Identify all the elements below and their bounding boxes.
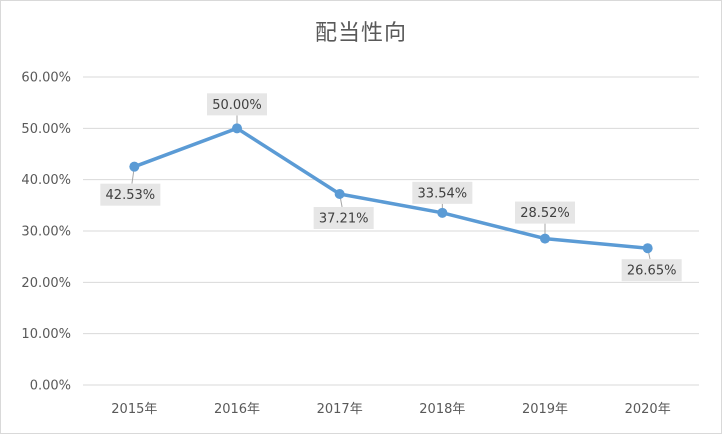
data-label-box [207,93,267,116]
x-tick-label: 2016年 [214,402,260,417]
data-point [437,207,448,218]
y-tick-label: 60.00% [21,71,71,86]
y-tick-label: 40.00% [21,173,71,188]
data-label: 42.53% [106,188,156,203]
x-tick-label: 2019年 [522,402,568,417]
data-point [642,243,653,254]
data-label: 50.00% [212,98,262,113]
data-point [232,123,242,134]
data-label: 37.21% [319,211,369,226]
data-label-box [313,206,374,229]
y-tick-label: 50.00% [21,122,71,137]
x-tick-label: 2017年 [317,402,363,417]
data-label: 33.54% [418,186,468,201]
data-label-box [515,201,575,224]
data-label-box [100,183,161,206]
series-line [132,126,650,250]
data-point [129,161,140,172]
data-label-box [621,259,682,282]
x-tick-label: 2015年 [111,402,157,417]
y-tick-label: 30.00% [21,225,71,240]
y-tick-label: 10.00% [21,327,71,342]
data-point [540,233,550,244]
y-tick-label: 0.00% [30,379,71,394]
data-label: 28.52% [520,206,570,221]
x-tick-label: 2018年 [419,402,465,417]
data-label: 26.65% [627,264,677,279]
y-tick-label: 20.00% [21,276,71,291]
chart-title: 配当性向 [314,21,407,46]
data-label-box [412,181,473,204]
data-point [334,188,345,199]
x-tick-label: 2020年 [625,402,671,417]
